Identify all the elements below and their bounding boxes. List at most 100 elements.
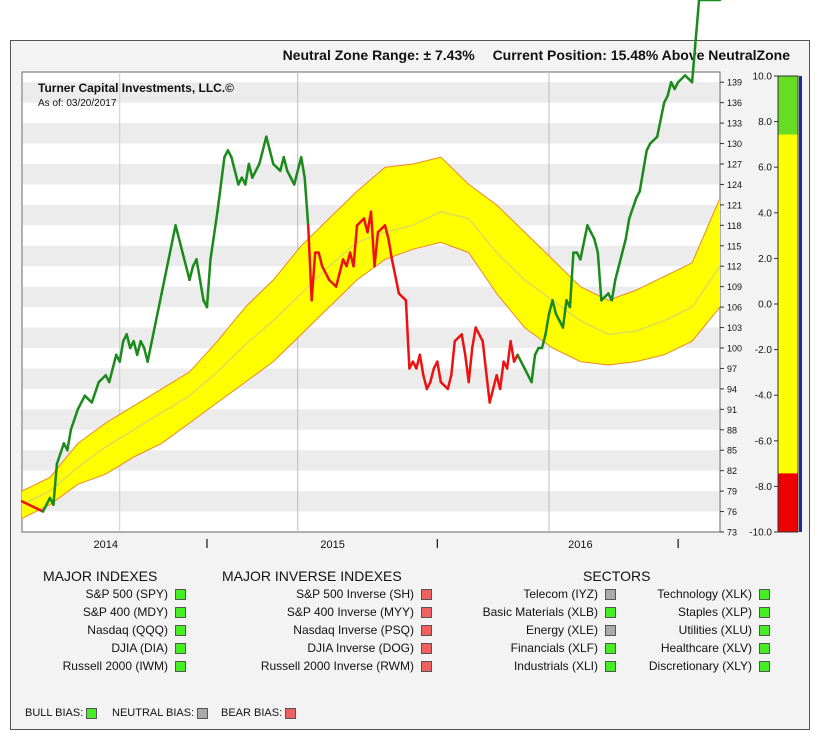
price-segment [233,169,240,186]
major-indexes-title: MAJOR INDEXES [43,568,158,584]
status-indicator [759,588,770,600]
price-segment [216,155,226,213]
bias-scale: 10.0 8.0 6.0 4.0 2.0 0.0 -2.0 -4.0 -6.0 -8.0 -10.0 [749,72,802,539]
price-segment [254,162,261,173]
bias-legend-item: BULL BIAS: [25,707,98,719]
price-segment [41,496,52,513]
price-segment [230,155,237,173]
price-segment [338,258,345,275]
legend-label: Technology (XLK) [657,587,752,601]
y-tick-label: 139 [727,78,742,88]
price-segment [516,353,526,370]
status-indicator [605,660,616,672]
price-segment [376,224,387,234]
price-segment [153,292,163,329]
price-segment [327,278,338,288]
price-segment [306,224,313,302]
legend-label: Healthcare (XLV) [660,641,752,655]
status-indicator [759,642,770,654]
band-lower-edge [21,241,721,519]
price-segment [226,149,233,159]
price-segment [135,339,142,357]
legend-label: Telecom (IYZ) [523,587,598,601]
price-segment [244,162,251,186]
bias-marker-bar [799,76,802,532]
price-segment [586,224,593,234]
price-segment [90,380,101,404]
legend-label: DJIA (DIA) [111,641,168,655]
y-tick-label: 130 [727,139,742,149]
bias-tick-label: 0.0 [758,300,772,311]
price-segment [429,367,436,384]
legend-row: Basic Materials (XLB) [446,605,616,619]
legend-row: Discretionary (XLY) [620,659,770,673]
price-segment [666,80,673,98]
status-indicator [175,606,186,618]
price-segment [251,169,258,179]
legend-label: Industrials (XLI) [513,659,598,673]
legend-row: Staples (XLP) [620,605,770,619]
bias-label: NEUTRAL BIAS: [112,707,195,719]
price-segment [610,278,617,302]
price-segment [460,333,467,357]
price-segment [387,237,394,261]
legend-row: Russell 2000 Inverse (RWM) [232,659,432,673]
price-segment [436,360,443,384]
price-segment [655,101,666,138]
price-segment [285,169,292,179]
chart-header: Neutral Zone Range: ± 7.43% Current Posi… [0,47,790,63]
status-indicator [759,624,770,636]
bias-tick-label: -2.0 [755,345,773,356]
legend-label: Nasdaq (QQQ) [87,623,168,637]
price-segment [467,346,474,384]
price-segment [579,224,589,261]
price-segment [596,251,603,302]
band-midline [21,210,721,506]
legend-label: Basic Materials (XLB) [482,605,598,619]
price-segment [195,258,202,282]
bias-zone [778,473,798,532]
bias-color-swatch [197,707,209,719]
price-segment [108,367,114,384]
legend-label: S&P 400 (MDY) [82,605,168,619]
price-segment [383,224,390,241]
price-segment [404,299,411,370]
price-segment [160,258,170,295]
price-segment [641,149,648,173]
price-segment [422,374,429,391]
price-segment [624,217,631,241]
y-tick-label: 124 [727,180,742,190]
status-indicator [605,588,616,600]
price-segment [303,176,310,227]
legend-row: Telecom (IYZ) [446,587,616,601]
status-indicator [605,624,616,636]
price-segment [533,346,540,357]
legend-label: S&P 400 Inverse (MYY) [286,605,414,619]
legend-row: DJIA Inverse (DOG) [232,641,432,655]
price-segment [453,333,463,343]
status-indicator [759,660,770,672]
price-segment [561,299,568,329]
price-segment [111,353,118,370]
bias-legend-item: BEAR BIAS: [221,707,297,719]
legend-row: Technology (XLK) [620,587,770,601]
price-segment [52,462,59,506]
price-segment [648,135,659,145]
current-position: Current Position: 15.48% Above NeutralZo… [492,47,790,63]
price-segment [498,360,505,391]
x-tick-label: 2015 [320,539,344,551]
bias-tick-label: -4.0 [755,391,773,402]
legend-row: Utilities (XLU) [620,623,770,637]
y-tick-label: 76 [727,507,737,517]
price-segment [554,312,561,322]
price-segment [488,374,498,404]
grid-stripe [23,450,719,471]
price-segment [118,339,125,363]
price-segment [69,408,80,432]
legend-label: Nasdaq Inverse (PSQ) [293,623,414,637]
grid-stripe [23,368,719,389]
bias-tick-label: 8.0 [758,117,772,128]
neutral-zone-range: Neutral Zone Range: ± 7.43% [282,47,475,63]
bias-legend-item: NEUTRAL BIAS: [112,707,209,719]
price-segment [638,169,645,193]
